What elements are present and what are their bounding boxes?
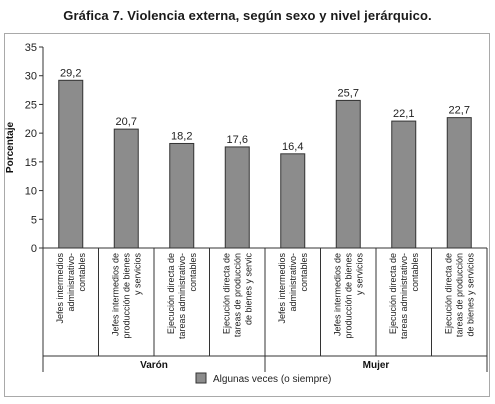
category-label: administrativo- — [66, 253, 76, 312]
category-label: de bienes y servicios — [465, 253, 475, 337]
category-label: tareas de producción — [232, 253, 242, 337]
bar — [391, 120, 417, 249]
bar-value-label: 29,2 — [60, 67, 81, 79]
category-label: y servicios — [354, 253, 364, 296]
y-axis-label: Porcentaje — [5, 121, 16, 173]
y-tick-label: 30 — [25, 71, 37, 83]
bar-value-label: 20,7 — [116, 116, 137, 128]
group-label: Mujer — [363, 360, 390, 371]
category-label: Ejecución directa de — [443, 253, 453, 334]
bar-value-label: 16,4 — [282, 141, 303, 153]
bar — [335, 99, 361, 249]
chart-title: Gráfica 7. Violencia externa, según sexo… — [63, 8, 432, 23]
y-tick-label: 0 — [31, 243, 37, 255]
bar — [169, 142, 195, 249]
bar-value-label: 22,1 — [393, 108, 414, 120]
category-label: producción de bienes — [121, 253, 131, 339]
y-tick-label: 35 — [25, 42, 37, 54]
category-label: contables — [188, 253, 198, 292]
category-label: Jefes intermedios de — [110, 253, 120, 336]
bar-value-label: 17,6 — [227, 134, 248, 146]
bar-value-label: 22,7 — [449, 105, 470, 117]
category-label: tareas de producción — [454, 253, 464, 337]
y-tick-label: 15 — [25, 157, 37, 169]
category-label: tareas administrativo- — [177, 253, 187, 339]
bar-value-label: 25,7 — [338, 87, 359, 99]
category-label: Jefes intermedios — [55, 253, 65, 324]
category-label: Ejecución directa de — [166, 253, 176, 334]
y-tick-label: 25 — [25, 99, 37, 111]
chart-frame — [4, 33, 490, 397]
y-tick-label: 5 — [31, 214, 37, 226]
category-label: producción de bienes — [343, 253, 353, 339]
bar — [113, 128, 139, 249]
category-label: de bienes y servic — [243, 253, 253, 326]
bar — [58, 79, 84, 249]
category-label: administrativo- — [288, 253, 298, 312]
category-label: Ejecución directa de — [388, 253, 398, 334]
category-label: contables — [299, 253, 309, 292]
bar — [446, 117, 472, 249]
legend-label: Algunas veces (o siempre) — [213, 374, 331, 385]
bar-value-label: 18,2 — [171, 130, 192, 142]
bar — [224, 146, 250, 249]
category-label: y servicios — [132, 253, 142, 296]
category-label: contables — [77, 253, 87, 292]
category-label: contables — [410, 253, 420, 292]
category-label: Jefes intermedios — [277, 253, 287, 324]
legend-swatch — [195, 372, 207, 384]
bar — [280, 153, 306, 249]
category-label: tareas administrativo- — [399, 253, 409, 339]
y-tick-label: 20 — [25, 128, 37, 140]
category-label: Ejecución directa de — [221, 253, 231, 334]
group-label: Varón — [140, 360, 168, 371]
category-label: Jefes intermedios de — [332, 253, 342, 336]
y-tick-label: 10 — [25, 186, 37, 198]
